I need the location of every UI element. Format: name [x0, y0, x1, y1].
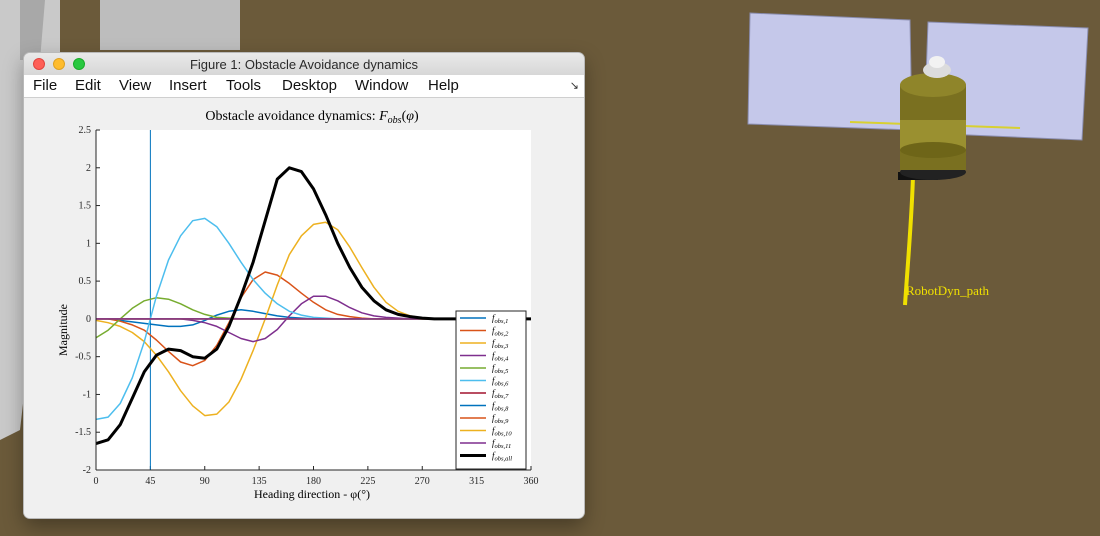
- legend-entry: fobs,10: [492, 426, 512, 438]
- x-tick-label: 135: [252, 476, 267, 487]
- menu-window[interactable]: Window: [355, 77, 409, 94]
- menu-edit[interactable]: Edit: [75, 77, 101, 94]
- robot-path-line: [903, 174, 915, 306]
- menu-tools[interactable]: Tools: [226, 77, 262, 94]
- figure-window: Figure 1: Obstacle Avoidance dynamics Fi…: [24, 53, 584, 518]
- legend-entry: fobs,7: [492, 388, 509, 400]
- y-tick-label: 1.5: [79, 201, 92, 212]
- window-title: Figure 1: Obstacle Avoidance dynamics: [189, 57, 419, 72]
- chart-y-label: Magnitude: [56, 304, 70, 356]
- y-tick-label: 2.5: [79, 125, 92, 136]
- legend: fobs,1fobs,2fobs,3fobs,4fobs,5fobs,6fobs…: [455, 310, 527, 470]
- x-tick-label: 45: [145, 476, 155, 487]
- chart-x-label: Heading direction - φ(°): [254, 487, 370, 501]
- y-tick-label: 0.5: [79, 276, 92, 287]
- zoom-button[interactable]: [73, 58, 85, 70]
- legend-entry: fobs,all: [492, 451, 512, 463]
- robot-path-label: RobotDyn_path: [906, 283, 990, 298]
- y-tick-label: 0: [86, 314, 91, 325]
- dock-arrow-icon[interactable]: ↘: [569, 80, 579, 92]
- chart[interactable]: Obstacle avoidance dynamics: Fobs(φ) Mag…: [24, 98, 584, 518]
- legend-entry: fobs,11: [492, 438, 511, 450]
- window-titlebar[interactable]: Figure 1: Obstacle Avoidance dynamics: [24, 53, 584, 76]
- menu-insert[interactable]: Insert: [169, 77, 207, 94]
- robot-model: [747, 12, 1089, 180]
- y-tick-label: -1: [83, 389, 91, 400]
- menu-view[interactable]: View: [119, 77, 152, 94]
- solar-panel-left: [747, 12, 913, 131]
- menubar: File Edit View Insert Tools Desktop Wind…: [24, 75, 584, 98]
- legend-entry: fobs,2: [492, 326, 509, 338]
- wall-panel: [20, 0, 45, 60]
- y-tick-label: 1: [86, 238, 91, 249]
- close-button[interactable]: [33, 58, 45, 70]
- menu-help[interactable]: Help: [428, 77, 459, 94]
- x-tick-label: 180: [306, 476, 321, 487]
- y-tick-label: -2: [83, 465, 91, 476]
- y-tick-label: -1.5: [75, 427, 91, 438]
- legend-entry: fobs,5: [492, 363, 509, 375]
- x-tick-label: 360: [524, 476, 539, 487]
- x-tick-label: 315: [469, 476, 484, 487]
- legend-entry: fobs,6: [492, 376, 509, 388]
- legend-entry: fobs,8: [492, 401, 509, 413]
- legend-entry: fobs,4: [492, 351, 509, 363]
- x-tick-label: 225: [360, 476, 375, 487]
- wall-panel-top: [100, 0, 240, 50]
- legend-entry: fobs,1: [492, 313, 508, 325]
- menu-file[interactable]: File: [33, 77, 58, 94]
- x-tick-label: 0: [94, 476, 99, 487]
- legend-box: [455, 310, 527, 470]
- x-tick-label: 270: [415, 476, 430, 487]
- legend-entry: fobs,9: [492, 413, 509, 425]
- legend-entry: fobs,3: [492, 338, 509, 350]
- chart-title: Obstacle avoidance dynamics: Fobs(φ): [205, 109, 419, 126]
- menu-desktop[interactable]: Desktop: [282, 77, 338, 94]
- minimize-button[interactable]: [53, 58, 65, 70]
- x-tick-label: 90: [200, 476, 210, 487]
- figure-canvas: Obstacle avoidance dynamics: Fobs(φ) Mag…: [24, 98, 584, 518]
- y-tick-label: 2: [86, 163, 91, 174]
- y-tick-label: -0.5: [75, 352, 91, 363]
